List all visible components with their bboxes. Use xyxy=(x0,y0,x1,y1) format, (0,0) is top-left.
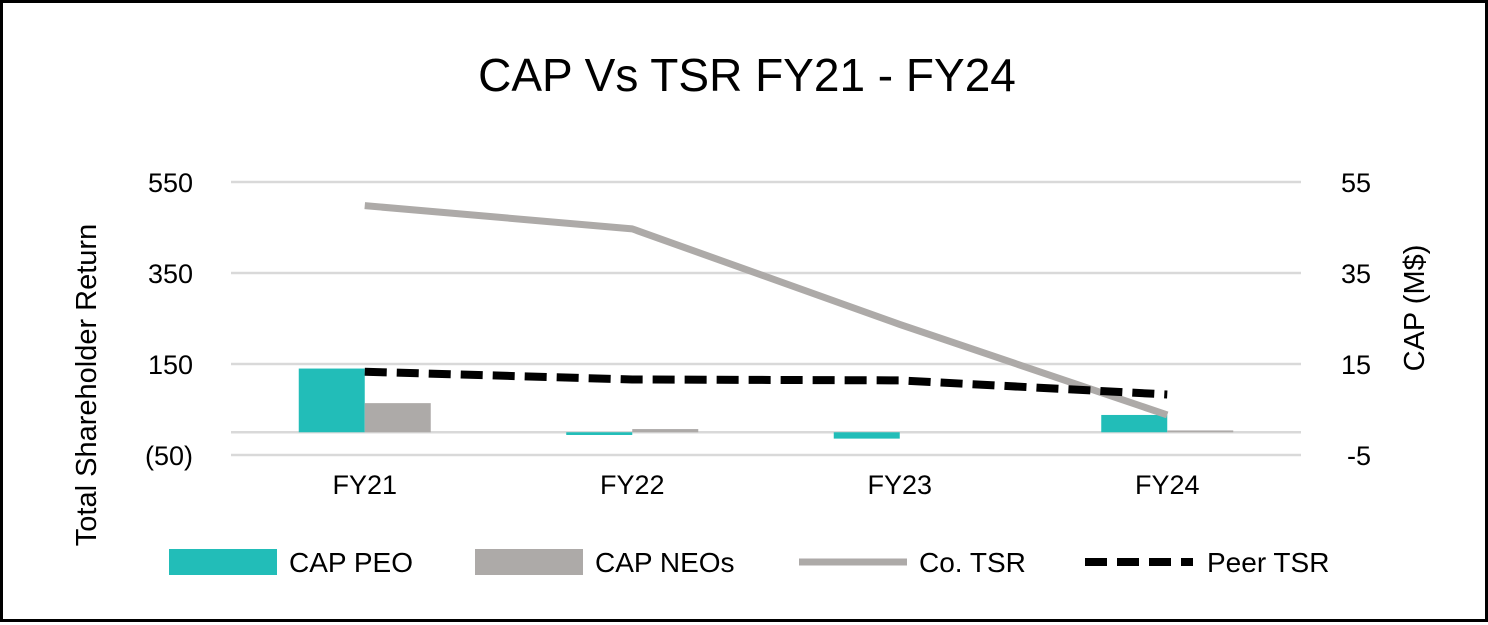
bar-cap-peo-fy22 xyxy=(566,432,633,435)
right-axis-title: CAP (M$) xyxy=(1399,245,1431,372)
bar-cap-peo-fy21 xyxy=(298,368,365,433)
bar-cap-neos-fy22 xyxy=(632,429,699,433)
left-tick-label: (50) xyxy=(145,441,193,471)
legend-label-cap-neos: CAP NEOs xyxy=(595,547,735,578)
legend-swatch-cap-peo xyxy=(169,549,277,575)
x-tick-label: FY23 xyxy=(867,470,932,500)
legend-label-cap-peo: CAP PEO xyxy=(289,547,413,578)
bar-cap-neos-fy24 xyxy=(1167,430,1234,433)
legend-swatch-cap-neos xyxy=(475,549,583,575)
left-axis-title: Total Shareholder Return xyxy=(71,224,103,546)
legend-label-peer-tsr: Peer TSR xyxy=(1207,547,1329,578)
line-peer-tsr xyxy=(364,367,1168,399)
bar-cap-peo-fy24 xyxy=(1101,414,1168,433)
left-tick-label: 150 xyxy=(148,350,193,380)
chart-title: CAP Vs TSR FY21 - FY24 xyxy=(478,49,1016,101)
left-tick-label: 350 xyxy=(148,259,193,289)
left-tick-label: 550 xyxy=(148,168,193,198)
legend-label-co-tsr: Co. TSR xyxy=(919,547,1026,578)
chart-canvas: CAP Vs TSR FY21 - FY24 (50) 150 350 550 -5 1… xyxy=(71,49,1431,578)
x-tick-label: FY24 xyxy=(1135,470,1200,500)
x-tick-label: FY21 xyxy=(332,470,397,500)
right-tick-label: -5 xyxy=(1347,441,1371,471)
right-tick-label: 35 xyxy=(1341,259,1371,289)
right-tick-label: 55 xyxy=(1341,168,1371,198)
x-tick-label: FY22 xyxy=(600,470,665,500)
right-tick-label: 15 xyxy=(1341,350,1371,380)
line-co-tsr xyxy=(364,202,1169,419)
bar-cap-peo-fy23 xyxy=(833,432,900,439)
bar-cap-neos-fy21 xyxy=(364,403,431,433)
